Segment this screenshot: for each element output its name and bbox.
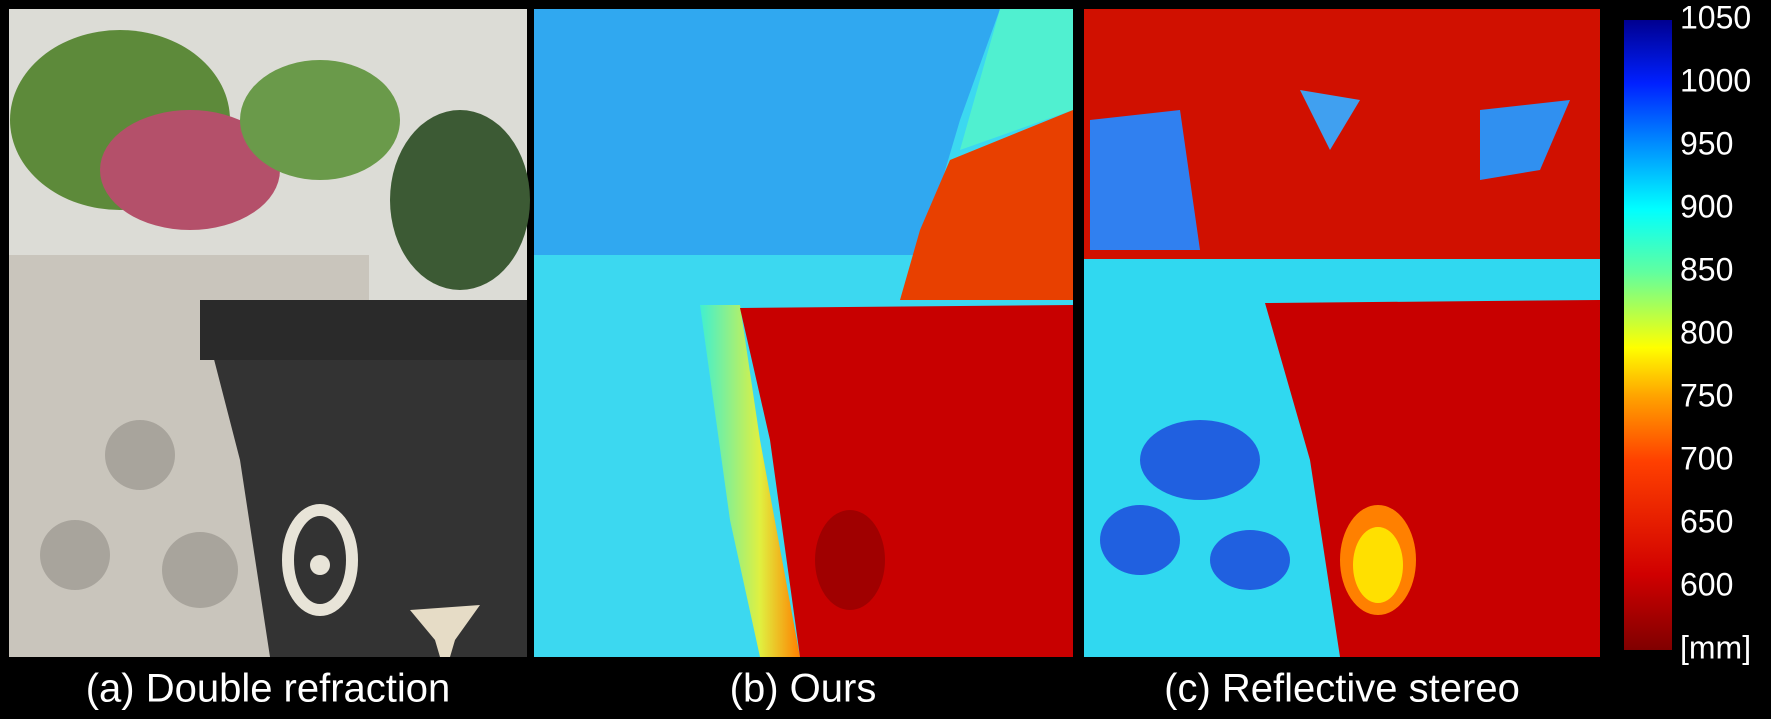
depth-panel-ours	[534, 9, 1073, 657]
colorbar-tick-label: 700	[1680, 440, 1733, 476]
depth-panel-stereo	[1084, 9, 1600, 657]
colorbar-tick-label: 650	[1680, 503, 1733, 539]
colorbar-tick-label: 750	[1680, 377, 1733, 413]
colorbar-tick-label: 1050	[1680, 0, 1751, 35]
caption: (a) Double refraction	[86, 667, 451, 711]
colorbar-tick-label: 800	[1680, 314, 1733, 350]
caption: (c) Reflective stereo	[1164, 667, 1520, 711]
colorbar-tick-label: 600	[1680, 566, 1733, 602]
photo-panel	[9, 9, 530, 657]
caption: (b) Ours	[730, 667, 877, 711]
colorbar-tick-label: 900	[1680, 188, 1733, 224]
colorbar-tick-label: 1000	[1680, 62, 1751, 98]
colorbar	[1624, 20, 1672, 650]
colorbar-tick-label: 950	[1680, 125, 1733, 161]
colorbar-tick-label: 850	[1680, 251, 1733, 287]
colorbar-unit: [mm]	[1680, 629, 1751, 665]
